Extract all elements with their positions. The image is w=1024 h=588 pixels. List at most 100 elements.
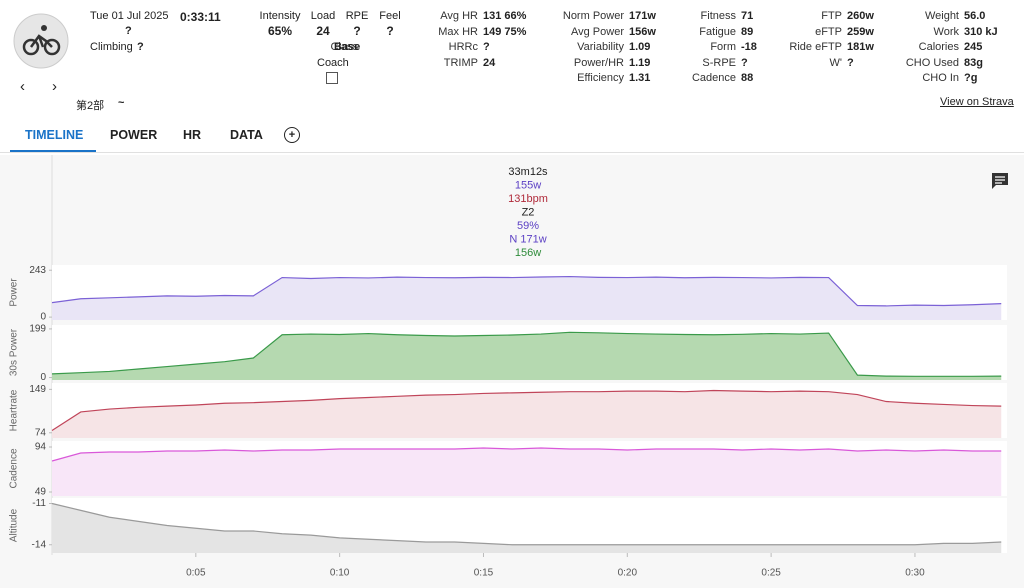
- stat-value: 149 75%: [483, 25, 527, 38]
- area-fill: [52, 276, 1002, 320]
- stat-value: 260w: [847, 10, 874, 22]
- stat-label: Efficiency: [577, 72, 624, 84]
- class-value[interactable]: Base: [334, 41, 361, 53]
- stat-value: ?g: [964, 72, 978, 84]
- strava-link[interactable]: View on Strava: [940, 96, 1014, 108]
- note[interactable]: 第2部: [76, 100, 105, 112]
- stat-value: 1.09: [629, 41, 651, 53]
- class-label: Class: [330, 41, 358, 53]
- data-line: [51, 331, 1002, 377]
- stat-label: FTP: [821, 10, 842, 22]
- panel-label: Altitude: [9, 508, 20, 542]
- stat-value: 310 kJ: [964, 25, 998, 38]
- area-fill: [52, 448, 1002, 496]
- data-line: [51, 389, 1002, 431]
- tooltip-line: N 171w: [509, 233, 546, 245]
- stat-label: HRRc: [448, 41, 478, 53]
- stat-label: Fitness: [700, 10, 736, 22]
- stat-label: Avg Power: [571, 25, 624, 38]
- y-tick-label: 149: [29, 384, 46, 395]
- stat-label: Power/HR: [573, 56, 624, 69]
- area-fill: [52, 503, 1002, 553]
- x-tick-label: 0:20: [618, 568, 638, 579]
- stat-label: Ride eFTP: [789, 41, 842, 53]
- y-tick-label: 0: [40, 372, 46, 383]
- stat-value: 83g: [964, 56, 983, 69]
- y-tick-label: 94: [35, 442, 47, 453]
- area-fill: [52, 332, 1002, 380]
- coach-checkbox[interactable]: [326, 72, 338, 84]
- climbing-value[interactable]: ?: [137, 41, 144, 53]
- tooltip-line: 156w: [515, 247, 541, 259]
- tab[interactable]: DATA: [230, 128, 263, 142]
- stat-value: -18: [741, 41, 757, 53]
- next-button[interactable]: ›: [52, 78, 57, 95]
- stat-label: eFTP: [815, 25, 842, 38]
- tooltip-line: 155w: [515, 179, 541, 191]
- stat-label: Norm Power: [562, 10, 624, 22]
- stat-label: CHO In: [922, 72, 959, 84]
- stat-label: Form: [710, 41, 736, 53]
- stat-value: 71: [741, 10, 754, 22]
- x-tick-label: 0:30: [905, 568, 925, 579]
- stat-value: 181w: [847, 41, 874, 53]
- coach-label: Coach: [317, 57, 349, 69]
- tooltip-line: 59%: [517, 220, 539, 232]
- stat-value: 56.0: [964, 10, 986, 22]
- tooltip-line: 33m12s: [508, 166, 548, 178]
- prev-button[interactable]: ‹: [20, 78, 25, 95]
- x-tick-label: 0:25: [761, 568, 781, 579]
- y-tick-label: 49: [35, 487, 47, 498]
- stat-value: 24: [483, 56, 496, 69]
- rating-label: Intensity: [259, 10, 301, 22]
- stat-value: 89: [741, 25, 754, 38]
- rating-value: 65%: [267, 24, 293, 38]
- chart-area: 33m12s 155w 131bpm Z2 59% N 171w 156w Power 0 243…: [0, 155, 1024, 588]
- stat-value: 156w: [629, 25, 656, 38]
- tab[interactable]: HR: [183, 128, 202, 142]
- y-tick-label: 74: [35, 427, 47, 438]
- stat-label: Variability: [577, 41, 624, 53]
- stat-value: 131 66%: [483, 10, 527, 22]
- stat-label: Calories: [918, 41, 959, 53]
- stat-value: 1.19: [629, 56, 651, 69]
- y-tick-label: 0: [40, 312, 46, 323]
- stat-label: W': [829, 56, 842, 69]
- y-tick-label: 243: [29, 265, 46, 276]
- stat-label: S-RPE: [702, 56, 736, 69]
- tooltip-line: Z2: [522, 206, 535, 218]
- rating-value[interactable]: ?: [386, 24, 394, 38]
- activity-duration: 0:33:11: [180, 10, 221, 24]
- stat-label: Fatigue: [699, 25, 736, 38]
- comment-button[interactable]: [990, 171, 1010, 191]
- data-line: [51, 447, 1002, 462]
- stat-label: Max HR: [438, 25, 478, 38]
- rating-label: Feel: [379, 10, 401, 22]
- stat-label: CHO Used: [905, 56, 959, 69]
- activity-name[interactable]: ?: [125, 25, 132, 37]
- stat-value: ?: [483, 41, 490, 53]
- stat-label: Cadence: [691, 72, 736, 84]
- x-tick-label: 0:10: [330, 568, 350, 579]
- panel-label: 30s Power: [9, 328, 20, 376]
- y-tick-label: -11: [32, 498, 46, 509]
- tab-divider: [0, 152, 1024, 153]
- activity-icon: [13, 13, 69, 69]
- data-line: [51, 502, 1002, 546]
- rating-value[interactable]: ?: [353, 24, 361, 38]
- rating-value[interactable]: 24: [316, 24, 330, 38]
- tab[interactable]: TIMELINE: [25, 128, 84, 142]
- y-tick-label: -14: [32, 539, 47, 550]
- stat-label: Work: [933, 25, 959, 38]
- stat-value: 1.31: [629, 72, 651, 84]
- rating-label: RPE: [345, 10, 369, 22]
- stat-label: TRIMP: [443, 56, 478, 69]
- stat-value: 259w: [847, 25, 874, 38]
- tab[interactable]: POWER: [110, 128, 158, 142]
- note-value: ~: [118, 97, 125, 109]
- climbing-label: Climbing: [90, 41, 133, 53]
- add-tab-button[interactable]: +: [284, 127, 300, 143]
- panel-label: Cadence: [9, 448, 20, 488]
